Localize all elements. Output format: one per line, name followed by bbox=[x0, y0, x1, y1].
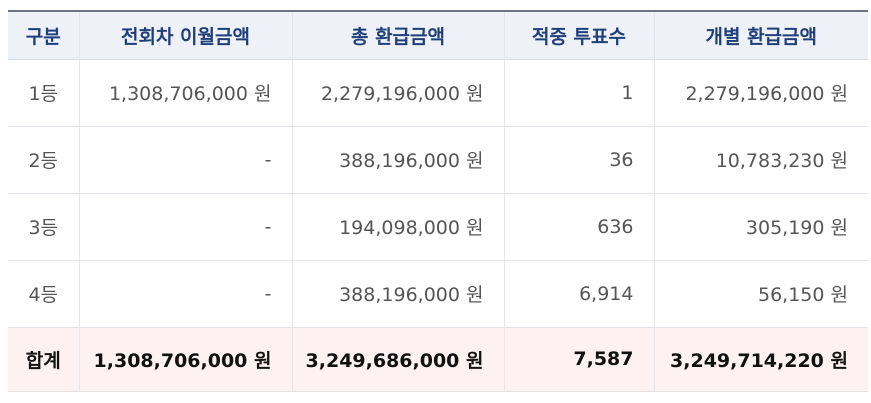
total-total-refund: 3,249,686,000 원 bbox=[291, 327, 504, 392]
cell-individual-refund: 56,150 원 bbox=[653, 260, 868, 328]
cell-total-refund: 194,098,000 원 bbox=[291, 193, 504, 261]
cell-rank: 1등 bbox=[8, 59, 79, 127]
total-row: 합계 1,308,706,000 원 3,249,686,000 원 7,587… bbox=[8, 327, 868, 392]
cell-total-refund: 388,196,000 원 bbox=[291, 260, 504, 328]
cell-winning-votes: 36 bbox=[503, 126, 654, 194]
cell-winning-votes: 6,914 bbox=[503, 260, 654, 328]
cell-individual-refund: 305,190 원 bbox=[653, 193, 868, 261]
table-row: 4등 - 388,196,000 원 6,914 56,150 원 bbox=[8, 260, 868, 328]
table-row: 1등 1,308,706,000 원 2,279,196,000 원 1 2,2… bbox=[8, 59, 868, 127]
cell-carryover: - bbox=[78, 260, 292, 328]
cell-total-refund: 388,196,000 원 bbox=[291, 126, 504, 194]
header-carryover: 전회차 이월금액 bbox=[78, 10, 292, 60]
cell-rank: 4등 bbox=[8, 260, 79, 328]
header-individual-refund: 개별 환급금액 bbox=[653, 10, 868, 60]
total-carryover: 1,308,706,000 원 bbox=[78, 327, 292, 392]
cell-individual-refund: 10,783,230 원 bbox=[653, 126, 868, 194]
total-winning-votes: 7,587 bbox=[503, 327, 654, 392]
cell-individual-refund: 2,279,196,000 원 bbox=[653, 59, 868, 127]
cell-total-refund: 2,279,196,000 원 bbox=[291, 59, 504, 127]
cell-carryover: - bbox=[78, 126, 292, 194]
cell-rank: 3등 bbox=[8, 193, 79, 261]
prize-table: 구분 전회차 이월금액 총 환급금액 적중 투표수 개별 환급금액 1등 1,3… bbox=[8, 10, 868, 392]
table-body: 1등 1,308,706,000 원 2,279,196,000 원 1 2,2… bbox=[8, 59, 868, 392]
header-total-refund: 총 환급금액 bbox=[291, 10, 504, 60]
cell-rank: 2등 bbox=[8, 126, 79, 194]
cell-winning-votes: 636 bbox=[503, 193, 654, 261]
header-row: 구분 전회차 이월금액 총 환급금액 적중 투표수 개별 환급금액 bbox=[8, 10, 868, 60]
table-row: 2등 - 388,196,000 원 36 10,783,230 원 bbox=[8, 126, 868, 194]
cell-carryover: 1,308,706,000 원 bbox=[78, 59, 292, 127]
cell-carryover: - bbox=[78, 193, 292, 261]
header-winning-votes: 적중 투표수 bbox=[503, 10, 654, 60]
table-row: 3등 - 194,098,000 원 636 305,190 원 bbox=[8, 193, 868, 261]
total-label: 합계 bbox=[8, 327, 79, 392]
header-rank: 구분 bbox=[8, 10, 79, 60]
total-individual-refund: 3,249,714,220 원 bbox=[653, 327, 868, 392]
cell-winning-votes: 1 bbox=[503, 59, 654, 127]
table-header: 구분 전회차 이월금액 총 환급금액 적중 투표수 개별 환급금액 bbox=[8, 10, 868, 60]
